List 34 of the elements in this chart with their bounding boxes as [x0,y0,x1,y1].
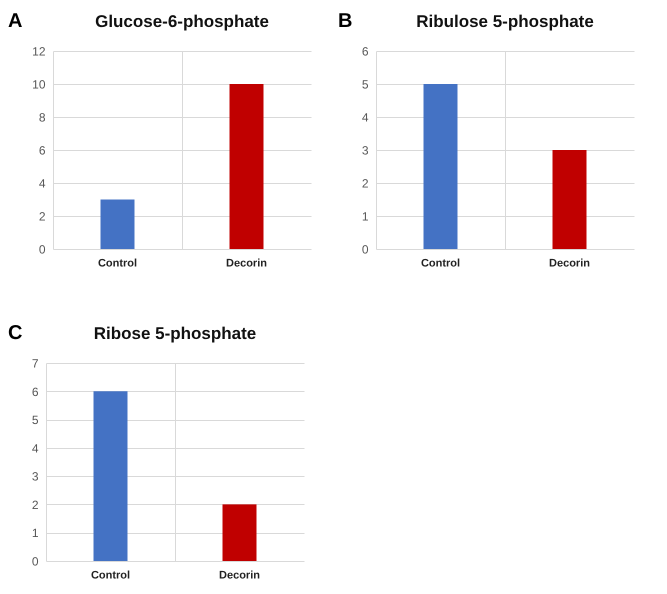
y-tick-label: 12 [32,44,46,58]
text: A [8,10,22,33]
y-tick-label: 5 [362,78,369,92]
x-tick-label: Control [420,258,460,270]
y-tick-label: 4 [362,110,369,124]
y-tick-label: 0 [362,242,369,256]
y-tick-label: 8 [38,110,46,124]
x-tick-label: Decorin [549,258,590,270]
y-tick-label: 2 [38,210,46,224]
y-tick-label: 7 [32,356,39,370]
x-tick-label: Decorin [219,570,260,582]
text: C [8,322,22,345]
y-tick-label: 3 [362,144,369,158]
y-tick-label: 6 [362,44,369,58]
chart-title: Glucose-6-phosphate [95,12,269,31]
chart-title: Ribulose 5-phosphate [416,12,594,31]
y-tick-label: 2 [362,176,369,190]
y-tick-label: 6 [32,384,39,399]
x-tick-label: Decorin [226,258,268,270]
x-tick-label: Control [90,570,130,582]
y-tick-label: 0 [32,554,39,568]
y-tick-label: 0 [38,242,46,256]
y-tick-label: 4 [32,441,39,456]
x-tick-label: Control [98,258,138,270]
y-tick-label: 3 [32,470,39,484]
text: B [338,10,352,33]
chart-title: Ribose 5-phosphate [94,324,256,343]
y-tick-label: 1 [362,210,369,224]
y-tick-label: 2 [32,498,39,512]
y-tick-label: 5 [32,413,39,428]
y-tick-label: 6 [38,144,46,158]
y-tick-label: 1 [32,526,39,540]
y-tick-label: 10 [32,78,46,92]
y-tick-label: 4 [38,176,46,190]
